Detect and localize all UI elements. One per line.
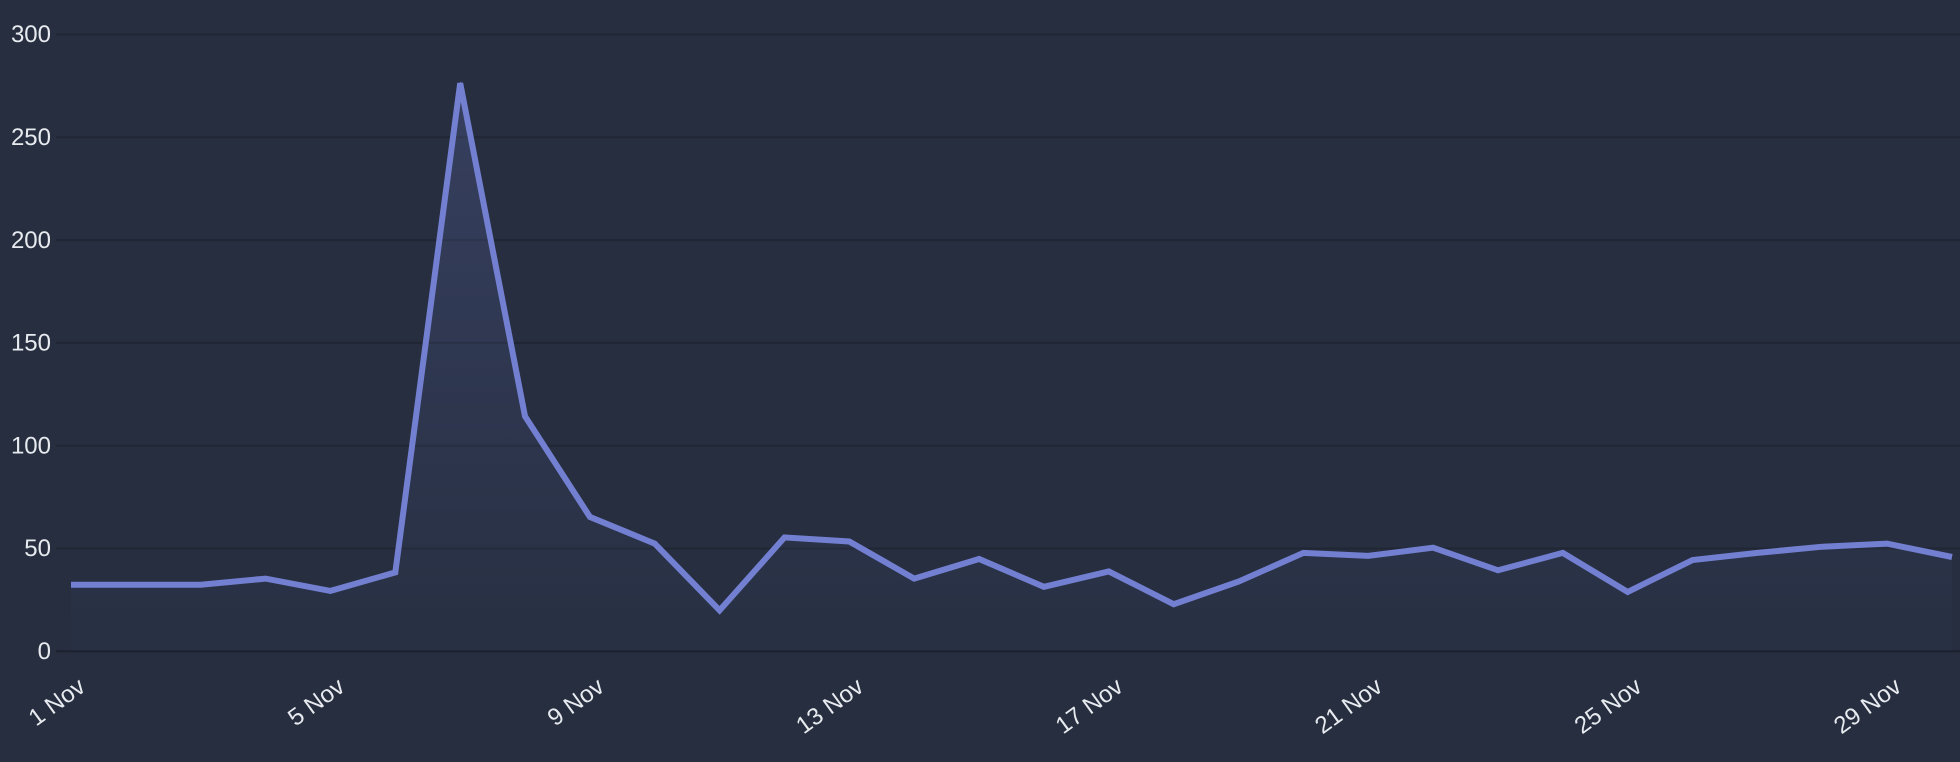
svg-text:200: 200: [11, 227, 51, 254]
svg-text:150: 150: [11, 330, 51, 357]
svg-text:250: 250: [11, 124, 51, 151]
svg-text:100: 100: [11, 432, 51, 459]
svg-text:300: 300: [11, 21, 51, 48]
svg-text:50: 50: [24, 535, 51, 562]
svg-text:0: 0: [38, 638, 51, 665]
